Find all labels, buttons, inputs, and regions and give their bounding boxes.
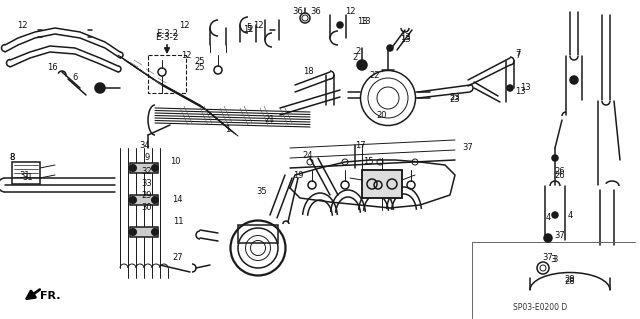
Text: 19: 19: [292, 170, 303, 180]
Text: 5: 5: [246, 24, 252, 33]
Text: 30: 30: [141, 204, 152, 212]
Text: 36: 36: [292, 8, 303, 17]
Text: 34: 34: [140, 140, 150, 150]
Circle shape: [337, 22, 343, 28]
Circle shape: [387, 45, 393, 51]
Circle shape: [357, 60, 367, 70]
Text: 12: 12: [345, 8, 355, 17]
Text: 28: 28: [564, 276, 575, 285]
Text: 15: 15: [363, 158, 373, 167]
Circle shape: [507, 85, 513, 91]
Text: 35: 35: [257, 188, 268, 197]
Text: 24: 24: [303, 151, 313, 160]
Bar: [148, 55, 186, 93]
Text: 12: 12: [180, 51, 191, 61]
Text: 27: 27: [173, 254, 183, 263]
Text: FR.: FR.: [40, 291, 60, 301]
Text: 13: 13: [400, 35, 410, 44]
Circle shape: [152, 165, 159, 172]
Text: 7: 7: [515, 50, 521, 60]
Text: 23: 23: [450, 93, 460, 102]
Bar: [130, 195, 158, 205]
Text: 25: 25: [195, 57, 205, 66]
Text: E-3-2: E-3-2: [156, 33, 179, 41]
Text: 2: 2: [355, 48, 360, 56]
Text: 31: 31: [20, 170, 30, 180]
Text: 10: 10: [170, 158, 180, 167]
Text: 13: 13: [520, 84, 531, 93]
Text: 18: 18: [303, 68, 314, 77]
Text: E-3-2: E-3-2: [156, 28, 178, 38]
Text: 26: 26: [555, 170, 565, 180]
Text: 6: 6: [72, 73, 77, 83]
Bar: [130, 227, 158, 237]
Text: 11: 11: [173, 218, 183, 226]
Circle shape: [552, 155, 558, 161]
Text: 9: 9: [145, 153, 150, 162]
Text: 13: 13: [515, 87, 525, 97]
Text: 7: 7: [515, 48, 521, 57]
Text: 28: 28: [564, 278, 575, 286]
Text: 21: 21: [265, 115, 275, 124]
Text: 36: 36: [310, 8, 321, 17]
Text: 2: 2: [353, 54, 358, 63]
Text: 13: 13: [360, 18, 371, 26]
Text: 37: 37: [555, 231, 565, 240]
Text: 4: 4: [545, 213, 550, 222]
Circle shape: [152, 228, 159, 235]
Text: 22: 22: [370, 70, 380, 79]
Text: 16: 16: [47, 63, 58, 72]
Text: 3: 3: [552, 256, 557, 264]
Text: 5: 5: [246, 25, 252, 33]
Text: 14: 14: [172, 196, 182, 204]
Bar: [362, 170, 402, 198]
Bar: [362, 170, 402, 198]
Text: 4: 4: [568, 211, 573, 219]
Text: 12: 12: [17, 20, 28, 29]
Text: 17: 17: [355, 140, 365, 150]
Text: 13: 13: [356, 18, 367, 26]
Text: 13: 13: [400, 33, 410, 42]
Text: 1: 1: [225, 125, 230, 135]
Text: 29: 29: [141, 191, 152, 201]
Circle shape: [152, 197, 159, 204]
Text: 20: 20: [377, 110, 387, 120]
Text: 26: 26: [555, 167, 565, 176]
Text: 31: 31: [22, 174, 33, 182]
Circle shape: [129, 165, 136, 172]
Bar: [130, 163, 158, 173]
Text: 37: 37: [463, 144, 474, 152]
Text: 32: 32: [141, 167, 152, 175]
Circle shape: [552, 212, 558, 218]
Text: 12: 12: [243, 25, 253, 33]
Circle shape: [129, 228, 136, 235]
Bar: [12, 162, 40, 184]
Text: 33: 33: [141, 179, 152, 188]
Text: 23: 23: [450, 95, 460, 105]
Text: 12: 12: [253, 20, 263, 29]
Text: SP03-E0200 D: SP03-E0200 D: [513, 302, 567, 311]
Text: 12: 12: [179, 21, 189, 31]
Text: 3: 3: [550, 256, 556, 264]
Circle shape: [95, 83, 105, 93]
Text: 37: 37: [543, 254, 554, 263]
Bar: [238, 225, 278, 243]
Circle shape: [129, 197, 136, 204]
Circle shape: [570, 76, 578, 84]
Text: 25: 25: [195, 63, 205, 72]
Text: 8: 8: [10, 153, 15, 162]
Circle shape: [544, 234, 552, 242]
Text: 8: 8: [10, 153, 15, 162]
